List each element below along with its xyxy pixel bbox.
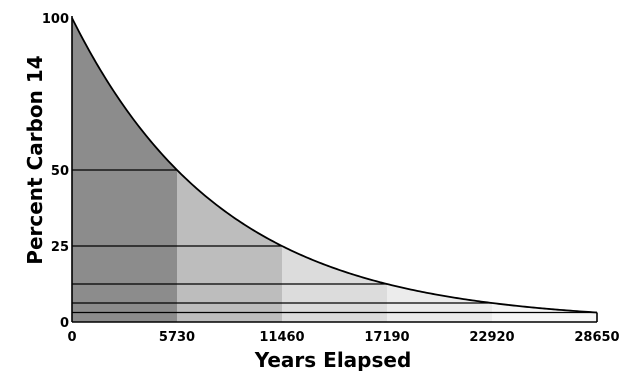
y-tick-label-0: 0: [60, 316, 69, 331]
axes-layer: [71, 16, 598, 323]
x-tick-label-4: 22920: [469, 330, 514, 345]
x-axis-title: Years Elapsed: [254, 348, 412, 371]
x-tick-label-0: 0: [67, 330, 76, 345]
y-tick-label-3: 100: [42, 12, 69, 27]
ticks-layer: 0 5730 11460 17190 22920 28650 0 25 50 100: [42, 12, 620, 345]
x-tick-label-3: 17190: [364, 330, 409, 345]
half-life-lines-layer: [72, 169, 597, 314]
y-tick-label-1: 25: [51, 240, 69, 255]
curve-layer: [71, 17, 598, 314]
x-tick-label-2: 11460: [259, 330, 304, 345]
x-tick-label-1: 5730: [159, 330, 195, 345]
decay-curve: [71, 17, 598, 314]
y-tick-label-2: 50: [51, 164, 69, 179]
y-axis-title: Percent Carbon 14: [23, 55, 47, 264]
x-tick-label-5: 28650: [574, 330, 619, 345]
